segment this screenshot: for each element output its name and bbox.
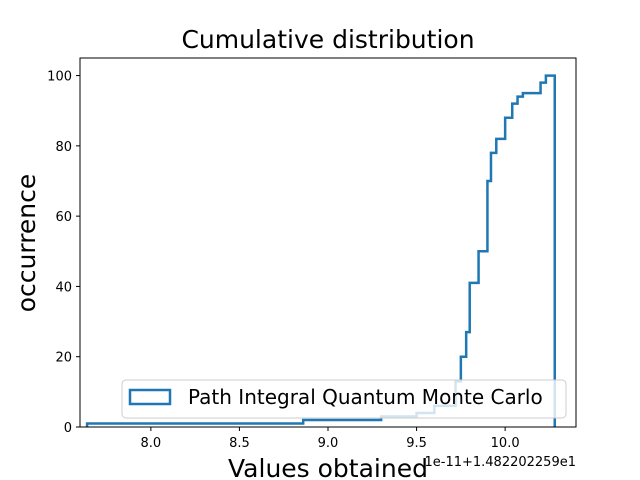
x-axis-label: Values obtained (228, 454, 428, 480)
legend-label: Path Integral Quantum Monte Carlo (188, 385, 543, 409)
y-axis-ticks: 0 20 40 60 80 100 (47, 70, 80, 436)
chart-title: Cumulative distribution (181, 25, 474, 54)
x-axis-offset-text: 1e-11+1.482202259e1 (424, 455, 576, 470)
y-tick-label: 40 (55, 280, 72, 295)
plot-background (80, 58, 576, 427)
y-tick-label: 100 (47, 70, 72, 85)
legend-swatch (128, 388, 172, 406)
y-tick-label: 0 (64, 421, 72, 436)
y-axis-label: occurrence (12, 174, 41, 313)
legend: Path Integral Quantum Monte Carlo (121, 379, 567, 419)
x-tick-label: 10.0 (491, 436, 520, 451)
y-tick-label: 20 (55, 351, 72, 366)
legend-box (121, 379, 567, 419)
x-tick-label: 8.5 (229, 436, 250, 451)
x-tick-label: 8.0 (141, 436, 162, 451)
x-axis-ticks: 8.0 8.5 9.0 9.5 10.0 (141, 427, 520, 451)
y-tick-label: 60 (55, 210, 72, 225)
plot-area (79, 57, 577, 428)
y-tick-label: 80 (55, 140, 72, 155)
x-tick-label: 9.5 (406, 436, 427, 451)
x-tick-label: 9.0 (318, 436, 339, 451)
